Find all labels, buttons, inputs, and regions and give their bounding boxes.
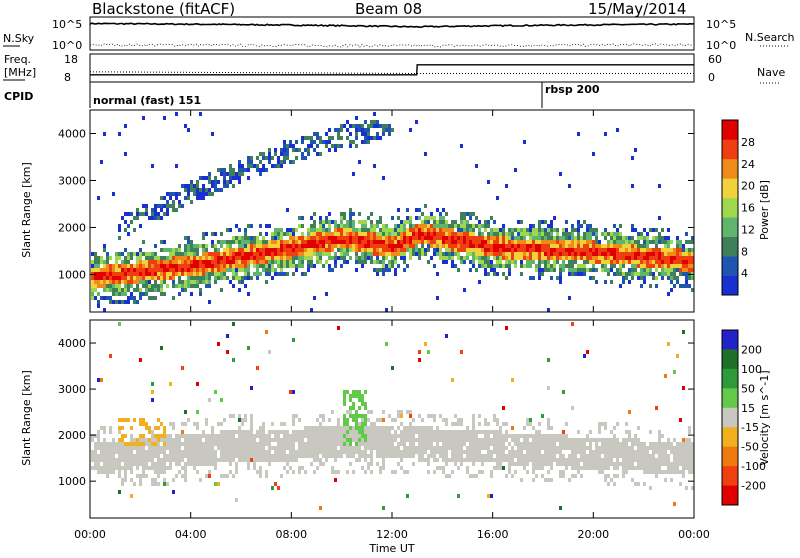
date-label: 15/May/2014: [588, 0, 686, 18]
power-colorbar-tick-24: 24: [741, 158, 755, 171]
power-colorbar-tick-16: 16: [741, 202, 755, 215]
velocity-colorbar-segment-2: [722, 368, 738, 389]
freq-left-tick-bottom: 8: [64, 71, 71, 84]
power-colorbar-tick-12: 12: [741, 223, 755, 236]
power-ytick-label-4000: 4000: [58, 127, 86, 140]
velocity-colorbar-segment-5: [722, 427, 738, 447]
noise-left-tick-top: 10^5: [52, 18, 82, 31]
velocity-y-axis-label: Slant Range [km]: [20, 370, 33, 466]
velocity-ytick-label-2000: 2000: [58, 429, 86, 442]
nave-label: Nave: [757, 66, 785, 79]
velocity-colorbar-tick-3: 15: [741, 402, 755, 415]
velocity-colorbar-tick-5: -50: [741, 441, 759, 454]
station-title: Blackstone (fitACF): [92, 0, 235, 18]
nsearch-label: N.Search: [745, 31, 795, 44]
power-colorbar-tick-28: 28: [741, 136, 755, 149]
velocity-colorbar-segment-7: [722, 466, 738, 486]
power-colorbar-segment-0: [722, 275, 738, 296]
nsky-series: [89, 22, 695, 29]
cpid-mode-2-label: rbsp 200: [545, 83, 600, 96]
velocity-colorbar-tick-6: -100: [741, 460, 766, 473]
freq-panel-frame: [89, 53, 695, 83]
cpid-label: CPID: [4, 90, 33, 103]
power-colorbar-segment-6: [722, 158, 738, 179]
power-colorbar-segment-2: [722, 236, 738, 257]
velocity-colorbar-segment-3: [722, 388, 738, 409]
time-axis-label: Time UT: [368, 542, 414, 554]
velocity-colorbar-label: Velocity [m s^-1]: [758, 370, 771, 465]
time-tick-label-6: 00:00: [678, 528, 710, 541]
time-tick-label-1: 04:00: [175, 528, 207, 541]
noise-left-tick-bottom: 10^0: [52, 39, 82, 52]
time-tick-label-3: 12:00: [376, 528, 408, 541]
time-tick-label-2: 08:00: [275, 528, 307, 541]
velocity-ytick-label-1000: 1000: [58, 475, 86, 488]
velocity-colorbar-segment-8: [722, 485, 738, 506]
velocity-colorbar-tick-2: 50: [741, 382, 755, 395]
power-colorbar-segment-8: [722, 120, 738, 140]
velocity-colorbar-segment-0: [722, 330, 738, 350]
power-colorbar-segment-7: [722, 139, 738, 160]
power-colorbar-ticks: 4 8 12 16 20 24 28: [741, 136, 755, 280]
velocity-y-axis: 1000 2000 3000 4000: [58, 337, 694, 488]
velocity-colorbar-frame: [721, 329, 739, 506]
velocity-ytick-label-4000: 4000: [58, 337, 86, 350]
power-colorbar-tick-4: 4: [741, 267, 748, 280]
velocity-colorbar-ticks: 200 100 50 15 -15 -50 -100 -200: [741, 343, 766, 492]
beam-label: Beam 08: [355, 0, 422, 18]
noise-right-tick-bottom: 10^0: [706, 39, 736, 52]
power-colorbar: [722, 120, 738, 296]
nave-series: [89, 71, 694, 74]
power-y-axis-label: Slant Range [km]: [20, 162, 33, 258]
freq-right-tick-bottom: 0: [708, 71, 715, 84]
nsearch-series: [89, 43, 695, 48]
freq-unit-label: [MHz]: [4, 66, 36, 79]
power-y-axis: 1000 2000 3000 4000: [58, 127, 694, 281]
velocity-colorbar-tick-0: 200: [741, 343, 762, 356]
power-colorbar-frame: [721, 119, 739, 296]
freq-left-tick-top: 18: [64, 53, 78, 66]
power-ytick-label-2000: 2000: [58, 221, 86, 234]
power-ytick-label-3000: 3000: [58, 174, 86, 187]
freq-right-tick-top: 60: [708, 53, 722, 66]
power-colorbar-tick-20: 20: [741, 180, 755, 193]
velocity-colorbar-segment-1: [722, 349, 738, 370]
velocity-colorbar-segment-4: [722, 407, 738, 428]
velocity-colorbar-segment-6: [722, 446, 738, 467]
power-colorbar-segment-3: [722, 217, 738, 237]
velocity-colorbar-tick-4: -15: [741, 421, 759, 434]
freq-label: Freq.: [4, 53, 31, 66]
time-tick-label-4: 16:00: [477, 528, 509, 541]
noise-right-tick-top: 10^5: [706, 18, 736, 31]
power-heatmap: [91, 112, 694, 312]
power-colorbar-tick-8: 8: [741, 245, 748, 258]
velocity-colorbar-tick-7: -200: [741, 480, 766, 493]
nsky-label: N.Sky: [3, 32, 35, 45]
time-tick-label-5: 20:00: [577, 528, 609, 541]
cpid-mode-1-label: normal (fast) 151: [93, 94, 201, 107]
velocity-colorbar: [722, 330, 738, 506]
time-tick-label-0: 00:00: [74, 528, 106, 541]
power-colorbar-segment-5: [722, 178, 738, 199]
power-colorbar-segment-1: [722, 256, 738, 276]
power-colorbar-segment-4: [722, 197, 738, 218]
noise-panel-frame: [89, 16, 695, 51]
power-ytick-label-1000: 1000: [58, 268, 86, 281]
velocity-ytick-label-3000: 3000: [58, 383, 86, 396]
power-colorbar-label: Power [dB]: [758, 180, 771, 240]
velocity-colorbar-tick-1: 100: [741, 363, 762, 376]
freq-series: [90, 64, 694, 76]
time-axis: 00:00 04:00 08:00 12:00 16:00 20:00 00:00: [74, 110, 710, 541]
velocity-heatmap: [91, 322, 694, 510]
